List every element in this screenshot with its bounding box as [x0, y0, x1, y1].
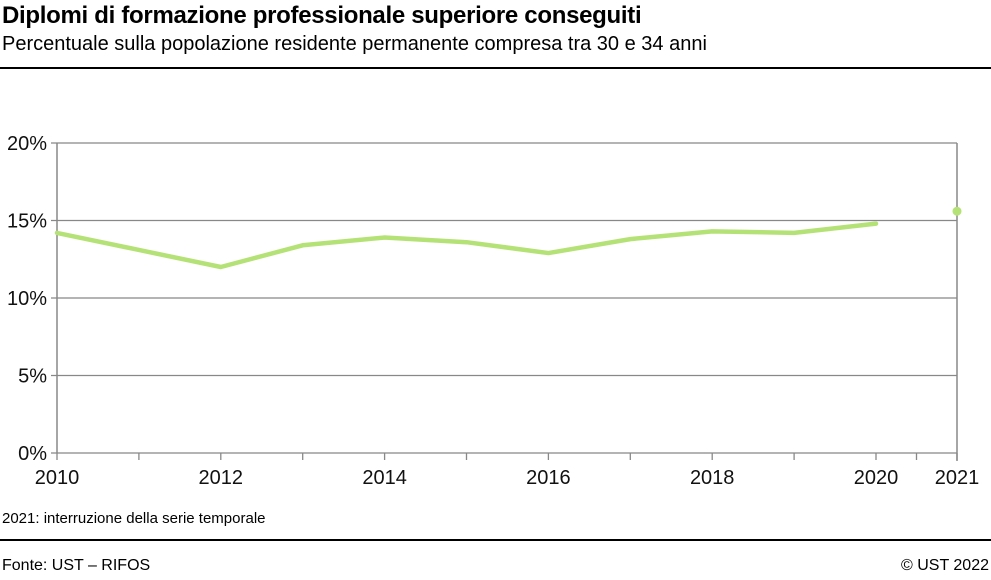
y-tick-label: 0% [18, 443, 47, 465]
source-text: Fonte: UST – RIFOS [2, 557, 151, 574]
y-tick-label: 20% [7, 133, 47, 155]
header-divider [0, 67, 991, 69]
line-chart: 0%5%10%15%20% 2010 2012 2014 2016 2018 2020 20… [7, 133, 980, 489]
footer-divider [0, 539, 991, 541]
y-tick-label: 5% [18, 366, 47, 388]
data-point-2021 [952, 206, 962, 216]
series-line [54, 221, 879, 270]
x-tick-label: 2014 [362, 467, 407, 489]
copyright-text: © UST 2022 [901, 557, 989, 574]
y-tick-label: 15% [7, 211, 47, 233]
x-tick-label: 2010 [35, 467, 80, 489]
footnote: 2021: interruzione della serie temporale [2, 510, 266, 527]
x-tick-label: 2012 [199, 467, 244, 489]
chart-subtitle: Percentuale sulla popolazione residente … [2, 33, 707, 55]
x-tick-label: 2016 [526, 467, 571, 489]
y-tick-label: 10% [7, 288, 47, 310]
x-axis: 2010 2012 2014 2016 2018 2020 2021 [35, 453, 980, 489]
gridlines [51, 142, 957, 454]
x-tick-label: 2018 [690, 467, 735, 489]
y-axis: 0% 5% 10% 15% 20% [7, 133, 958, 465]
chart-title: Diplomi di formazione professionale supe… [2, 2, 642, 29]
data-series [54, 206, 962, 270]
x-tick-label: 2021 [935, 467, 980, 489]
x-tick-label: 2020 [854, 467, 899, 489]
